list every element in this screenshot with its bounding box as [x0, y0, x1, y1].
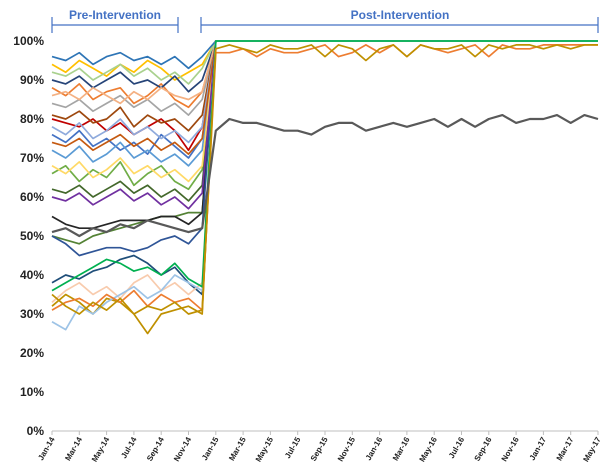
- series-line-22: [51, 40, 598, 335]
- y-tick-label: 30%: [20, 307, 44, 321]
- x-tick-label: Jan-15: [200, 435, 221, 462]
- x-tick-label: Mar-16: [391, 435, 412, 462]
- series-line-12: [51, 40, 598, 85]
- pre-intervention-label: Pre-Intervention: [69, 8, 161, 22]
- y-tick-label: 0%: [27, 424, 45, 438]
- x-tick-label: Mar-15: [227, 435, 248, 462]
- y-tick-label: 60%: [20, 190, 44, 204]
- series-line-10: [51, 40, 598, 202]
- series-line-20: [51, 40, 598, 210]
- post-intervention-label: Post-Intervention: [351, 8, 450, 22]
- y-tick-label: 50%: [20, 229, 44, 243]
- series-line-27: [51, 44, 598, 315]
- series-line-21: [51, 40, 598, 296]
- x-tick-label: Jul-15: [283, 435, 303, 460]
- series-line-23: [51, 40, 598, 303]
- x-tick-label: Jan-14: [36, 435, 57, 462]
- period-annotations: Pre-Intervention Post-Intervention: [51, 8, 599, 33]
- series-line-26: [51, 44, 598, 311]
- x-tick-label: Sep-16: [473, 435, 494, 463]
- y-tick-label: 40%: [20, 268, 44, 282]
- x-tick-label: Nov-16: [500, 435, 521, 463]
- x-tick-label: May-14: [90, 435, 112, 463]
- series-line-4: [51, 40, 598, 191]
- x-tick-label: Sep-15: [309, 435, 330, 463]
- series-line-14: [51, 40, 598, 183]
- axes: 0% 10% 20% 30% 40% 50% 60% 70% 80% 90% 100% Jan-14 M…: [13, 34, 603, 463]
- x-tick-label: May-17: [581, 435, 603, 463]
- x-tick-label: Jan-17: [528, 435, 549, 462]
- x-tick-label: Sep-14: [145, 435, 166, 463]
- series-line-19: [51, 40, 598, 257]
- series-line-3: [51, 40, 598, 109]
- series-line-25: [51, 40, 598, 292]
- series-lines: [51, 40, 599, 335]
- series-line-2: [51, 40, 598, 159]
- x-tick-label: Jan-16: [364, 435, 385, 462]
- x-tick-label: Nov-14: [172, 435, 193, 463]
- x-tick-label: May-16: [418, 435, 440, 463]
- x-tick-label: Mar-14: [63, 435, 84, 462]
- series-line-28: [51, 114, 599, 238]
- y-tick-label: 70%: [20, 151, 44, 165]
- y-tick-label: 80%: [20, 112, 44, 126]
- y-tick-label: 20%: [20, 346, 44, 360]
- y-tick-label: 10%: [20, 385, 44, 399]
- x-tick-label: Nov-15: [336, 435, 357, 463]
- series-line-9: [51, 40, 598, 132]
- x-tick-label: May-15: [254, 435, 276, 463]
- y-tick-label: 100%: [13, 34, 44, 48]
- x-tick-label: Jul-14: [119, 435, 139, 460]
- y-tick-label: 90%: [20, 73, 44, 87]
- x-tick-label: Jul-16: [447, 435, 467, 460]
- x-tick-label: Mar-17: [555, 435, 576, 462]
- series-line-16: [51, 40, 598, 155]
